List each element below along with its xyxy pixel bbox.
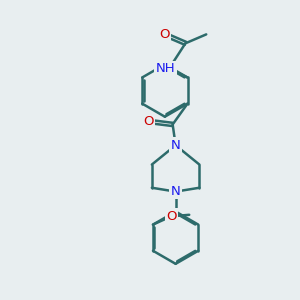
Text: NH: NH (156, 62, 175, 75)
Text: O: O (159, 28, 170, 41)
Text: N: N (171, 139, 181, 152)
Text: N: N (171, 185, 181, 198)
Text: O: O (144, 115, 154, 128)
Text: O: O (166, 210, 177, 223)
